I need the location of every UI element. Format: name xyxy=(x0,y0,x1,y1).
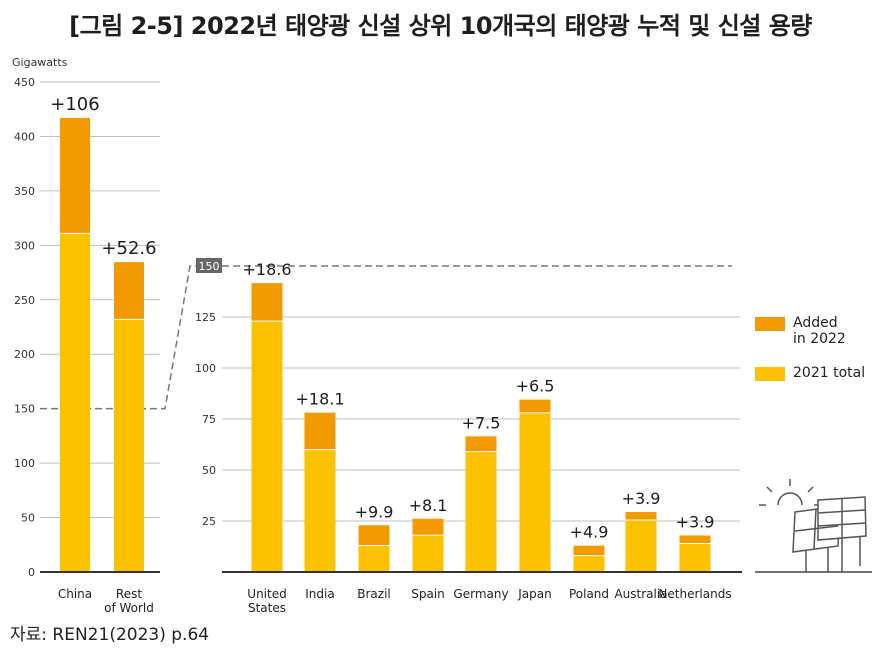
y-tick-label: 250 xyxy=(14,294,35,307)
bar-2021-total xyxy=(358,545,390,572)
bar-2021-total xyxy=(304,449,336,572)
source-note: 자료: REN21(2023) p.64 xyxy=(10,625,210,645)
x-tick-label: India xyxy=(305,587,334,601)
y-tick-label: 200 xyxy=(14,348,35,361)
y-tick-label: 50 xyxy=(21,512,35,525)
bar-added-2022 xyxy=(573,545,605,556)
x-tick-label: Poland xyxy=(569,587,609,601)
bar-added-2022 xyxy=(114,262,144,320)
bar-added-2022 xyxy=(465,436,497,452)
bar-2021-total xyxy=(251,321,283,572)
data-label: +4.9 xyxy=(570,523,609,542)
y-tick-badge xyxy=(196,258,222,273)
y-tick-label: 150 xyxy=(199,260,220,273)
x-tick-label: Australia xyxy=(614,587,667,601)
bar-added-2022 xyxy=(679,535,711,544)
bar-2021-total xyxy=(60,233,90,572)
data-label: +3.9 xyxy=(622,489,661,508)
legend-label-2021: 2021 total xyxy=(793,365,866,381)
y-tick-label: 450 xyxy=(14,76,35,89)
y-tick-label: 25 xyxy=(202,515,216,528)
sun-icon xyxy=(759,479,821,506)
data-label: +7.5 xyxy=(462,413,501,432)
y-tick-label: 0 xyxy=(28,566,35,579)
x-tick-label: Japan xyxy=(517,587,551,601)
legend-label-added: Added in 2022 xyxy=(793,315,846,347)
x-tick-label: Spain xyxy=(411,587,445,601)
bar-added-2022 xyxy=(625,512,657,520)
bar-2021-total xyxy=(465,451,497,572)
bar-2021-total xyxy=(412,535,444,572)
y-tick-label: 125 xyxy=(195,311,216,324)
bar-added-2022 xyxy=(60,117,90,234)
bar-2021-total xyxy=(625,519,657,572)
legend-swatch-added xyxy=(755,317,785,331)
x-tick-label: United States xyxy=(247,587,286,615)
y-axis-title: Gigawatts xyxy=(12,56,68,69)
data-label: +8.1 xyxy=(409,496,448,515)
x-tick-label: Netherlands xyxy=(658,587,731,601)
legend-item-added: Added in 2022 xyxy=(755,315,846,347)
data-label: +9.9 xyxy=(355,502,394,521)
bar-2021-total xyxy=(114,319,144,572)
bar-added-2022 xyxy=(412,518,444,536)
bar-added-2022 xyxy=(519,399,551,413)
y-tick-label: 350 xyxy=(14,185,35,198)
data-label: +6.5 xyxy=(516,377,555,396)
data-label: +3.9 xyxy=(676,512,715,531)
y-tick-label: 100 xyxy=(14,457,35,470)
bar-added-2022 xyxy=(358,525,390,546)
data-label: +18.6 xyxy=(242,260,291,279)
x-tick-label: Rest of World xyxy=(104,587,154,615)
legend-swatch-2021 xyxy=(755,367,785,381)
y-tick-label: 150 xyxy=(14,403,35,416)
y-tick-label: 50 xyxy=(202,464,216,477)
bar-added-2022 xyxy=(304,412,336,450)
y-tick-label: 100 xyxy=(195,362,216,375)
legend-item-2021: 2021 total xyxy=(755,365,865,381)
x-tick-label: Brazil xyxy=(357,587,391,601)
x-tick-label: China xyxy=(58,587,92,601)
bar-2021-total xyxy=(573,555,605,572)
bar-added-2022 xyxy=(251,283,283,322)
x-tick-label: Germany xyxy=(453,587,508,601)
chart-title: [그림 2-5] 2022년 태양광 신설 상위 10개국의 태양광 누적 및 … xyxy=(69,12,812,40)
solar-panel-icon xyxy=(792,496,867,572)
y-tick-label: 75 xyxy=(202,413,216,426)
data-label: +18.1 xyxy=(295,390,344,409)
y-tick-label: 400 xyxy=(14,130,35,143)
y-tick-label: 300 xyxy=(14,239,35,252)
data-label: +52.6 xyxy=(101,238,156,259)
bar-2021-total xyxy=(519,412,551,572)
bar-2021-total xyxy=(679,543,711,572)
data-label: +106 xyxy=(50,94,99,115)
